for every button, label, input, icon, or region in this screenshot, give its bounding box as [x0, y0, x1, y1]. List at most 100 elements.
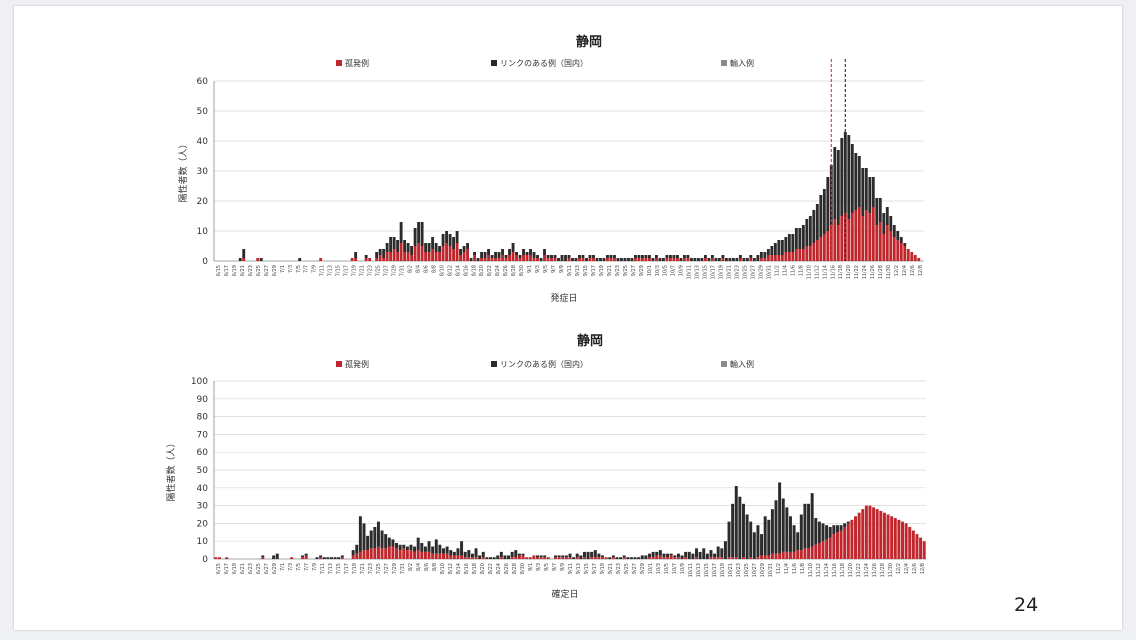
- bar-linked: [455, 231, 459, 243]
- bar-linked: [673, 555, 677, 558]
- bar-linked: [637, 557, 641, 559]
- x-tick-label: 8/14: [456, 563, 462, 574]
- bar-linked: [585, 258, 588, 261]
- x-tick-label: 10/3: [656, 563, 662, 574]
- x-tick-label: 9/11: [567, 265, 573, 276]
- bar-linked: [376, 521, 380, 547]
- bar-linked: [651, 551, 655, 558]
- bar-sporadic: [801, 249, 805, 261]
- bar-linked: [597, 553, 601, 558]
- bar-sporadic: [658, 555, 662, 559]
- bar-sporadic: [796, 550, 800, 559]
- x-tick-label: 10/11: [688, 563, 694, 577]
- bar-linked: [525, 252, 529, 255]
- x-tick-label: 8/16: [463, 265, 469, 276]
- x-tick-label: 12/4: [902, 265, 908, 276]
- bar-sporadic: [861, 509, 865, 559]
- bar-linked: [470, 553, 474, 558]
- bar-sporadic: [810, 546, 814, 559]
- bar-sporadic: [847, 219, 851, 261]
- x-tick-label: 10/15: [704, 563, 710, 577]
- bar-sporadic: [846, 523, 850, 559]
- bar-linked: [494, 252, 497, 258]
- bar-sporadic: [819, 237, 823, 261]
- bar-linked: [431, 237, 435, 249]
- bar-linked: [460, 541, 464, 556]
- bar-sporadic: [511, 252, 515, 261]
- x-tick-label: 9/29: [640, 563, 646, 574]
- bar-linked: [899, 237, 903, 243]
- bar-sporadic: [857, 207, 861, 261]
- bar-linked: [449, 550, 453, 556]
- y-tick-label: 60: [197, 77, 209, 87]
- x-tick-label: 10/21: [728, 563, 734, 577]
- bar-linked: [780, 240, 784, 255]
- bar-linked: [832, 525, 836, 535]
- bar-linked: [469, 258, 473, 261]
- bar-linked: [767, 519, 771, 556]
- bar-sporadic: [807, 548, 811, 559]
- x-tick-label: 8/18: [471, 265, 477, 276]
- bar-sporadic: [825, 539, 829, 559]
- bar-sporadic: [463, 557, 467, 559]
- bar-linked: [473, 252, 477, 255]
- bar-linked: [478, 555, 482, 559]
- x-tick-label: 8/8: [432, 563, 438, 571]
- bar-sporadic: [588, 258, 592, 261]
- bar-sporadic: [875, 225, 879, 261]
- x-tick-label: 7/9: [312, 265, 318, 273]
- bar-linked: [590, 551, 594, 558]
- bar-sporadic: [597, 557, 601, 559]
- x-tick-label: 11/28: [878, 265, 884, 279]
- bar-linked: [644, 555, 648, 559]
- bar-sporadic: [431, 553, 435, 559]
- bar-sporadic: [868, 505, 872, 559]
- x-tick-label: 10/7: [671, 265, 677, 276]
- x-tick-label: 8/10: [439, 265, 445, 276]
- bar-sporadic: [387, 546, 391, 559]
- bar-linked: [599, 258, 602, 261]
- legend-swatch: [721, 361, 727, 367]
- x-tick-label: 6/21: [240, 563, 246, 574]
- bar-sporadic: [564, 557, 568, 559]
- bar-linked: [627, 258, 630, 261]
- bar-linked: [557, 555, 561, 558]
- legend-label: リンクのある例（国内）: [500, 359, 588, 369]
- bar-linked: [839, 525, 843, 531]
- x-tick-label: 7/7: [304, 563, 310, 571]
- bar-sporadic: [798, 249, 802, 261]
- bar-linked: [759, 252, 763, 258]
- bar-linked: [609, 255, 613, 258]
- bar-sporadic: [854, 210, 858, 261]
- bar-linked: [575, 553, 579, 558]
- bar-linked: [669, 553, 673, 556]
- x-tick-label: 8/22: [488, 563, 494, 574]
- x-tick-label: 11/18: [838, 265, 844, 279]
- bar-linked: [391, 539, 395, 547]
- bar-sporadic: [554, 557, 558, 559]
- bar-sporadic: [756, 557, 760, 559]
- bar-linked: [588, 255, 592, 258]
- bar-sporadic: [242, 258, 246, 261]
- bar-sporadic: [763, 258, 767, 261]
- x-tick-label: 10/23: [736, 563, 742, 577]
- bar-linked: [492, 557, 496, 559]
- bar-sporadic: [850, 213, 854, 261]
- x-tick-label: 10/11: [687, 265, 693, 279]
- bar-sporadic: [843, 526, 847, 559]
- bar-sporadic: [669, 555, 673, 559]
- bar-linked: [380, 530, 384, 549]
- x-tick-label: 11/20: [848, 563, 854, 577]
- bar-linked: [778, 482, 782, 554]
- bar-linked: [507, 555, 511, 559]
- bar-linked: [463, 551, 467, 558]
- bar-sporadic: [557, 557, 561, 559]
- bar-linked: [620, 258, 623, 261]
- bar-sporadic: [766, 255, 770, 261]
- bar-linked: [564, 255, 567, 261]
- bar-sporadic: [456, 555, 460, 559]
- bar-linked: [716, 546, 720, 558]
- bar-linked: [661, 258, 665, 261]
- bar-sporadic: [402, 548, 406, 559]
- bar-sporadic: [828, 537, 832, 559]
